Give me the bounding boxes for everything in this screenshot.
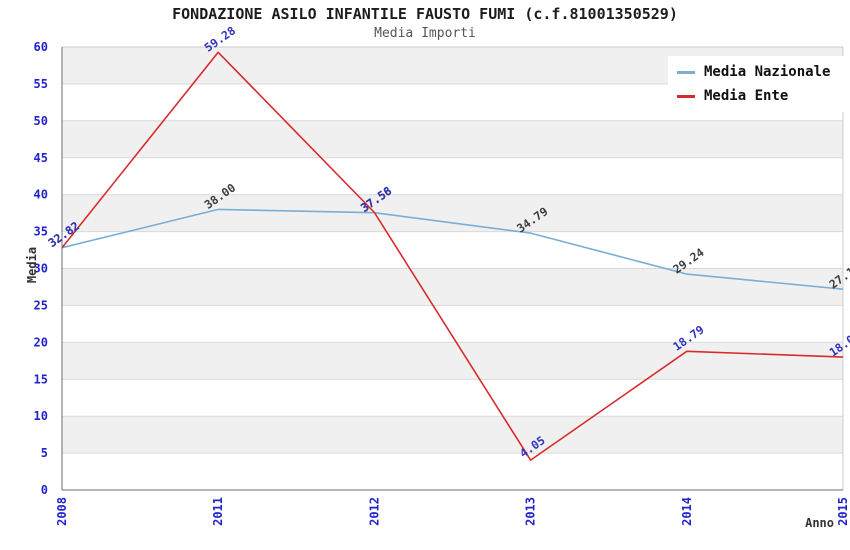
- x-tick-label: 2013: [524, 497, 538, 526]
- legend-label-media-nazionale: Media Nazionale: [704, 64, 831, 80]
- y-tick-label: 5: [41, 446, 48, 460]
- grid-band: [62, 342, 843, 380]
- grid-band: [62, 231, 843, 269]
- legend-label-media-ente: Media Ente: [704, 88, 789, 104]
- chart-subtitle: Media Importi: [374, 26, 476, 41]
- grid-band: [62, 416, 843, 454]
- y-tick-label: 25: [34, 298, 48, 312]
- grid-band: [62, 120, 843, 158]
- y-tick-label: 50: [34, 114, 48, 128]
- x-tick-label: 2014: [680, 497, 694, 526]
- y-tick-label: 20: [34, 335, 48, 349]
- x-axis-title: Anno: [805, 516, 834, 530]
- grid-band: [62, 268, 843, 306]
- legend-item-media-ente: Media Ente: [677, 88, 839, 104]
- grid-band: [62, 453, 843, 490]
- y-tick-label: 30: [34, 262, 48, 276]
- x-tick-label: 2008: [55, 497, 69, 526]
- grid-band: [62, 157, 843, 195]
- line-swatch-media-ente: [677, 94, 695, 98]
- legend: Media Nazionale Media Ente: [668, 56, 848, 112]
- y-tick-label: 45: [34, 151, 48, 165]
- series-line-media-ente: [61, 51, 844, 461]
- grid-band: [62, 194, 843, 232]
- y-axis-title: Media: [25, 246, 39, 284]
- grid-band: [62, 379, 843, 417]
- y-tick-label: 15: [34, 372, 48, 386]
- y-tick-label: 40: [34, 188, 48, 202]
- y-tick-label: 60: [34, 40, 48, 54]
- chart-title: FONDAZIONE ASILO INFANTILE FAUSTO FUMI (…: [172, 5, 678, 23]
- x-tick-label: 2011: [211, 497, 225, 526]
- x-tick-label: 2015: [836, 497, 850, 526]
- y-tick-label: 10: [34, 409, 48, 423]
- x-tick-label: 2012: [367, 497, 381, 526]
- series-line-media-nazionale: [61, 208, 844, 290]
- line-swatch-media-nazionale: [677, 70, 695, 74]
- y-tick-label: 35: [34, 225, 48, 239]
- y-tick-label: 55: [34, 77, 48, 91]
- legend-item-media-nazionale: Media Nazionale: [677, 64, 839, 80]
- y-tick-label: 0: [41, 483, 48, 497]
